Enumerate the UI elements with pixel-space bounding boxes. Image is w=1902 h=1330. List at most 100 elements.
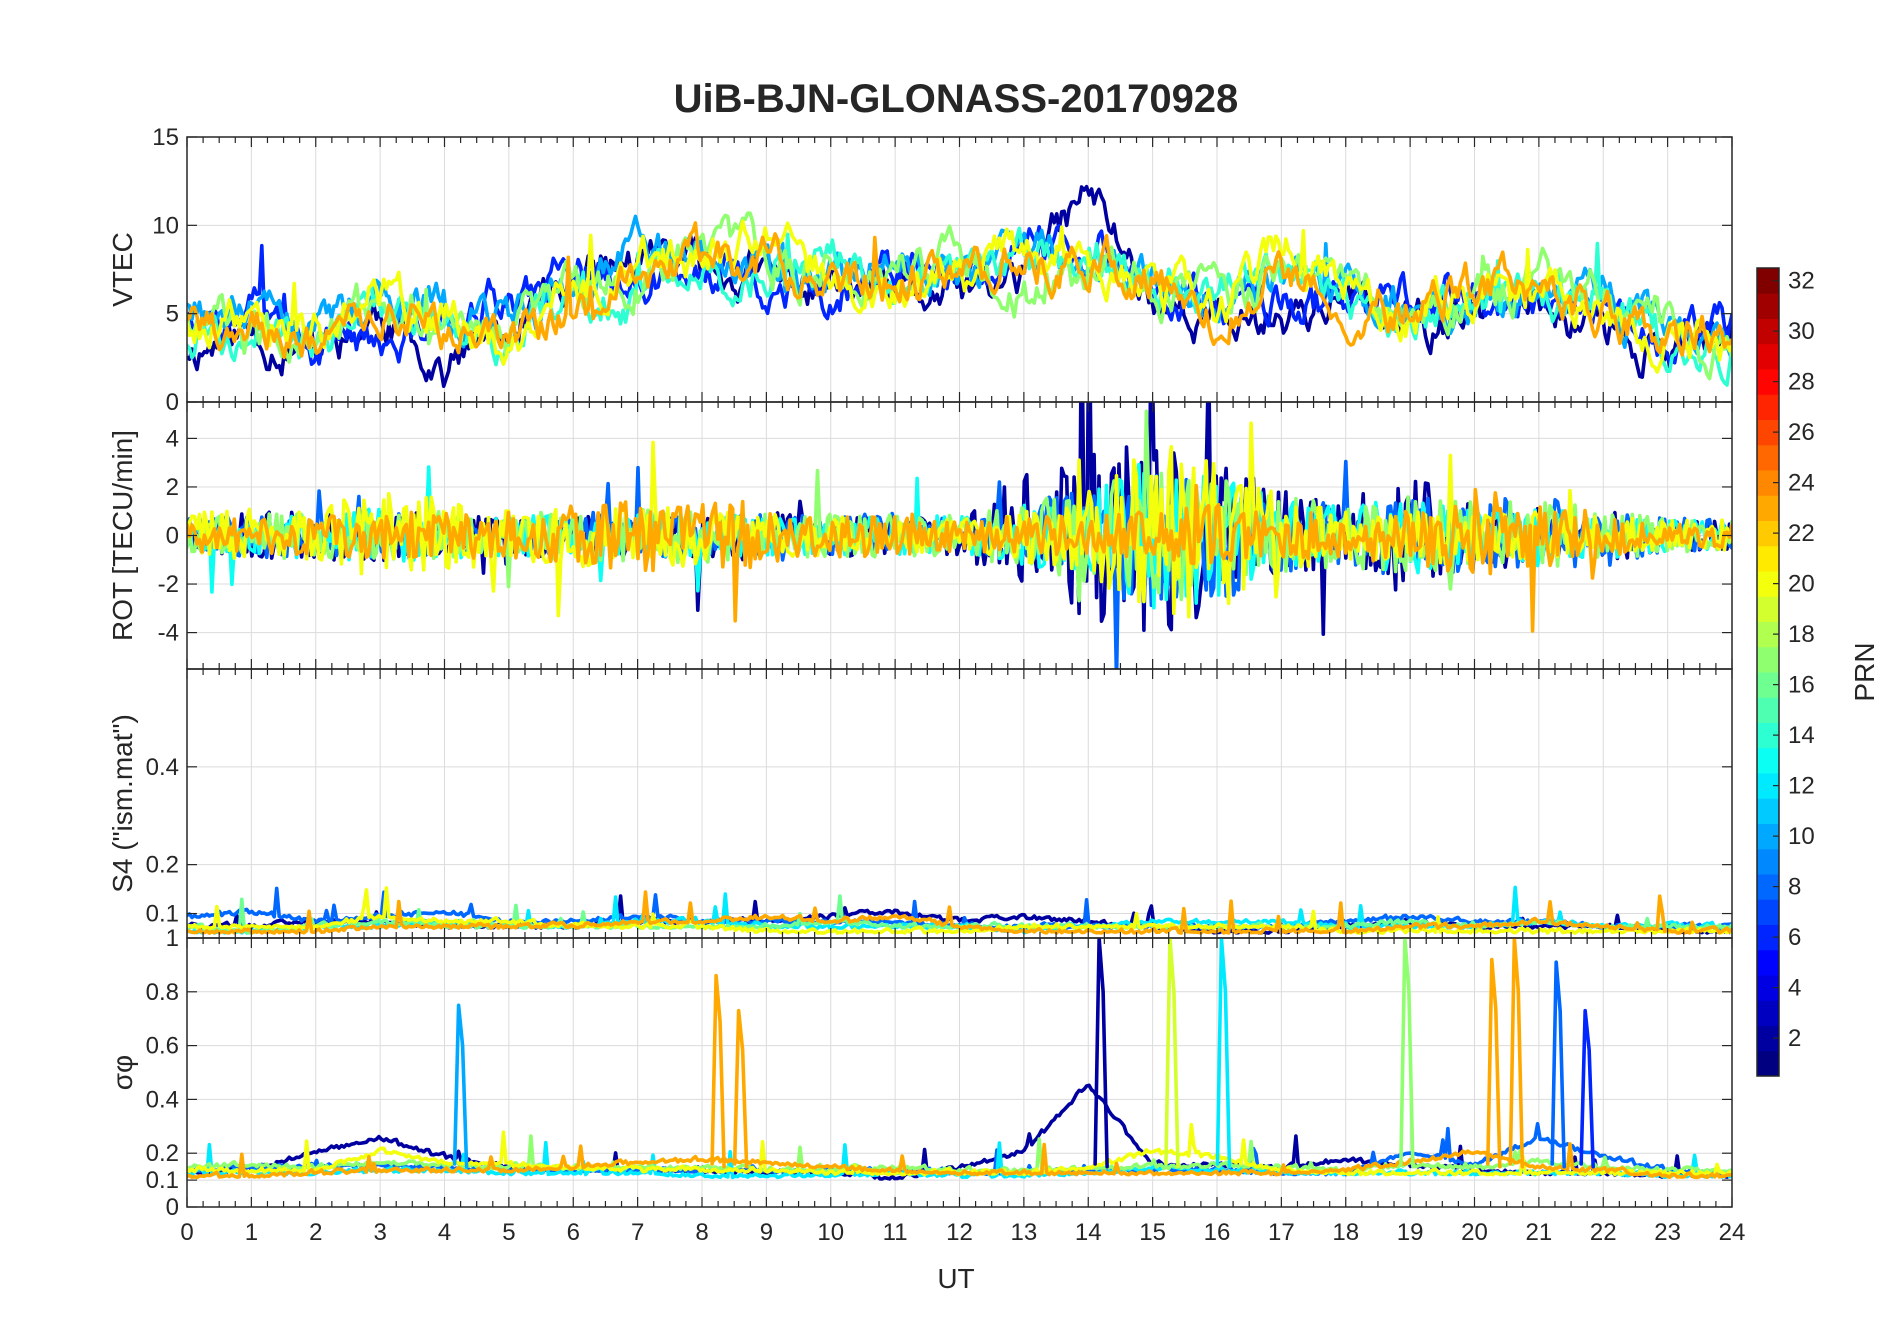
chart-title: UiB-BJN-GLONASS-20170928 <box>674 77 1239 121</box>
y-tick-label: 0.4 <box>146 754 179 781</box>
x-axis-label: UT <box>937 1263 974 1294</box>
colorbar-swatch <box>1757 1025 1779 1052</box>
colorbar-swatch <box>1757 621 1779 648</box>
colorbar-frame <box>1756 267 1780 1077</box>
y-tick-label: 0 <box>166 1194 179 1221</box>
colorbar-tick-label: 10 <box>1788 823 1815 850</box>
colorbar-swatch <box>1757 520 1779 547</box>
y-tick-label: 15 <box>152 124 179 151</box>
ticks-sigma: 00.10.2 0.4 0.6 0.8 1 <box>146 925 1733 1221</box>
colorbar-swatch <box>1757 697 1779 723</box>
y-tick-label: -4 <box>158 620 179 647</box>
x-tick-label: 23 <box>1654 1219 1681 1246</box>
colorbar-tick-label: 12 <box>1788 773 1815 800</box>
colorbar-swatch <box>1757 444 1779 471</box>
x-tick-label: 7 <box>631 1219 644 1246</box>
panel-rot: -4 -2 0 2 4 ROT [TECU/min] <box>107 401 1733 670</box>
x-tick-label: 20 <box>1461 1219 1488 1246</box>
colorbar-swatch <box>1757 318 1779 345</box>
y-tick-label: 0.1 <box>146 901 179 928</box>
colorbar-swatch <box>1757 646 1779 673</box>
colorbar-tick-label: 18 <box>1788 621 1815 648</box>
series-group-rot <box>187 402 1732 669</box>
spike-prn-10 <box>452 1003 469 1169</box>
spike-prn-23 <box>1508 938 1525 1169</box>
colorbar-swatch <box>1757 1050 1779 1077</box>
y-tick-label: 5 <box>166 301 179 328</box>
colorbar-swatch <box>1757 924 1779 951</box>
colorbar-tick-label: 26 <box>1788 419 1815 446</box>
y-axis-label-vtec: VTEC <box>107 232 138 307</box>
series-line-prn-23 <box>187 890 1732 935</box>
series-line-prn-20 <box>187 219 1732 374</box>
x-tick-label: 17 <box>1268 1219 1295 1246</box>
colorbar-swatch <box>1757 571 1779 597</box>
colorbar-swatch <box>1757 722 1779 749</box>
colorbar-tick-label: 6 <box>1788 924 1801 951</box>
x-tick-label: 15 <box>1139 1219 1166 1246</box>
colorbar-tick-label: 22 <box>1788 520 1815 547</box>
colorbar-swatch <box>1757 419 1779 446</box>
colorbar-swatch <box>1757 293 1779 319</box>
y-tick-label: 10 <box>152 212 179 239</box>
x-tick-label: 4 <box>438 1219 451 1246</box>
x-tick-label: 13 <box>1011 1219 1038 1246</box>
colorbar-tick-label: 24 <box>1788 470 1815 497</box>
y-tick-label: 0.2 <box>146 1140 179 1167</box>
colorbar-swatch <box>1757 773 1779 799</box>
spike-prn-2 <box>1093 938 1109 1169</box>
x-tick-label: 0 <box>180 1219 193 1246</box>
colorbar-swatch <box>1757 899 1779 925</box>
colorbar-tick-label: 32 <box>1788 268 1815 295</box>
y-axis-label-s4: S4 ("ism.mat") <box>107 714 138 893</box>
x-tick-label: 21 <box>1526 1219 1553 1246</box>
colorbar-swatch <box>1757 874 1779 900</box>
colorbar-tick-label: 20 <box>1788 571 1815 598</box>
ticks-vtec: 0 5 10 15 <box>152 124 1733 416</box>
panel-vtec: 0 5 10 15 VTEC <box>107 124 1733 416</box>
y-tick-label: 4 <box>166 425 179 452</box>
colorbar-swatch <box>1757 1000 1779 1026</box>
colorbar-tick-label: 28 <box>1788 369 1815 396</box>
colorbar-tick-label: 30 <box>1788 318 1815 345</box>
series-line-prn-23 <box>187 221 1732 360</box>
panel-s4: 0.1 0.2 0.4 S4 ("ism.mat") <box>107 668 1733 939</box>
colorbar-swatch <box>1757 369 1779 395</box>
y-tick-label: 0 <box>166 523 179 550</box>
series-line-prn-23 <box>187 483 1732 633</box>
colorbar-tick-label: 4 <box>1788 975 1801 1002</box>
series-group-vtec <box>187 184 1732 389</box>
x-tick-label: 2 <box>309 1219 322 1246</box>
x-tick-label: 24 <box>1719 1219 1746 1246</box>
y-axis-label-rot: ROT [TECU/min] <box>107 430 138 641</box>
y-axis-label-sigma: σφ <box>107 1055 138 1090</box>
colorbar-swatch <box>1757 848 1779 875</box>
x-tick-label: 1 <box>245 1219 258 1246</box>
x-tick-label: 22 <box>1590 1219 1617 1246</box>
panel-sigma: 00.10.2 0.4 0.6 0.8 1 σφ <box>107 925 1733 1221</box>
x-tick-label: 5 <box>502 1219 515 1246</box>
x-tick-label: 18 <box>1332 1219 1359 1246</box>
colorbar-swatch <box>1757 672 1779 698</box>
x-tick-label: 12 <box>946 1219 973 1246</box>
colorbar-swatch <box>1757 798 1779 824</box>
colorbar-tick-label: 8 <box>1788 874 1801 901</box>
colorbar-tick-label: 2 <box>1788 1025 1801 1052</box>
x-tick-label: 16 <box>1204 1219 1231 1246</box>
x-tick-label: 11 <box>883 1219 908 1246</box>
colorbar-label: PRN <box>1849 642 1880 701</box>
series-line-prn-17 <box>187 211 1732 381</box>
y-tick-label: 0.8 <box>146 979 179 1006</box>
colorbar-tick-label: 14 <box>1788 722 1815 749</box>
spike-prn-8 <box>1550 960 1566 1169</box>
colorbar-swatch <box>1757 975 1779 1001</box>
spike-prn-19 <box>1164 938 1180 1169</box>
colorbar-swatch <box>1757 394 1779 420</box>
x-tick-label: 6 <box>567 1219 580 1246</box>
colorbar-swatch <box>1757 823 1779 850</box>
series-line-prn-17 <box>187 1134 1732 1174</box>
y-tick-label: 1 <box>166 925 179 952</box>
spike-prn-23 <box>710 973 726 1169</box>
y-tick-label: 0.2 <box>146 852 179 879</box>
